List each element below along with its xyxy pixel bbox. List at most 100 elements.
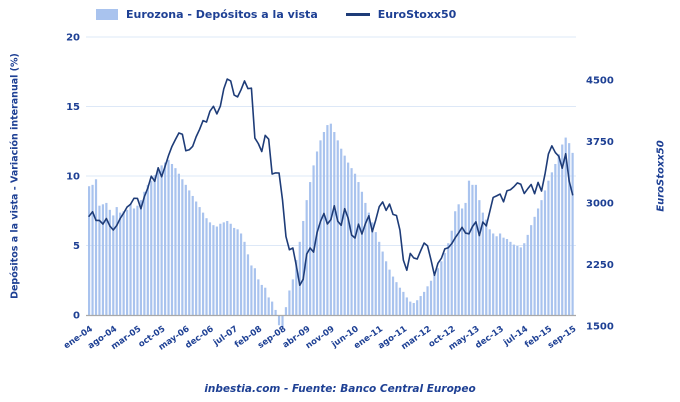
- deposit-bar: [426, 286, 429, 316]
- deposit-bar: [550, 172, 553, 316]
- deposit-bar: [412, 302, 415, 316]
- deposit-bar: [201, 212, 205, 316]
- deposit-bar: [419, 296, 422, 316]
- deposit-bar: [530, 225, 533, 316]
- deposit-bar: [88, 186, 91, 316]
- deposit-bar: [333, 132, 336, 316]
- left-axis-tick-label: 10: [66, 172, 80, 183]
- deposit-bar: [122, 211, 125, 316]
- deposit-bar: [260, 284, 263, 316]
- deposit-bar: [498, 233, 502, 316]
- deposit-bar: [543, 190, 547, 316]
- source-footer: inbestia.com - Fuente: Banco Central Eur…: [204, 383, 476, 395]
- deposit-bar: [540, 200, 543, 316]
- deposit-bar: [536, 208, 540, 316]
- deposit-bar: [409, 301, 412, 316]
- right-axis-title: EuroStoxx50: [655, 140, 667, 212]
- deposit-bar: [125, 209, 129, 316]
- deposit-bar: [160, 165, 163, 316]
- deposit-bar: [385, 261, 388, 316]
- deposit-bar: [523, 243, 526, 316]
- deposit-bar: [243, 241, 246, 316]
- deposit-bar: [229, 223, 232, 316]
- left-axis-tick-label: 15: [66, 102, 80, 113]
- deposit-bar: [512, 244, 515, 316]
- right-axis-tick-label: 3000: [586, 199, 614, 210]
- right-axis-tick-label: 2250: [586, 260, 614, 271]
- deposit-bar: [450, 230, 453, 316]
- deposit-bar: [561, 144, 564, 316]
- deposit-bar: [136, 205, 139, 316]
- deposit-bar: [554, 163, 557, 316]
- deposit-bar: [108, 209, 111, 316]
- deposit-bar: [274, 309, 277, 316]
- deposit-bar: [319, 140, 322, 316]
- right-axis-tick-label: 3750: [586, 137, 614, 148]
- deposit-bar: [150, 180, 153, 316]
- deposit-bar: [246, 254, 250, 316]
- deposit-bar: [288, 290, 291, 316]
- chart-legend: Eurozona - Depósitos a la vista EuroStox…: [96, 8, 456, 21]
- deposit-bar: [492, 233, 495, 316]
- deposit-bar: [284, 307, 288, 316]
- deposit-bar: [177, 173, 180, 316]
- deposit-bar: [371, 222, 374, 316]
- deposit-bar: [143, 191, 146, 316]
- deposit-bar: [443, 252, 446, 316]
- deposit-bar: [350, 168, 353, 316]
- deposit-bar: [357, 182, 360, 316]
- deposit-bar: [257, 279, 260, 316]
- deposit-bar: [239, 233, 243, 316]
- deposit-bar: [347, 162, 350, 316]
- legend-label-deposits: Eurozona - Depósitos a la vista: [126, 8, 318, 21]
- deposit-bar: [195, 201, 198, 316]
- line-series-swatch: [345, 13, 370, 16]
- deposit-bar: [281, 315, 284, 329]
- deposit-bar: [557, 154, 560, 316]
- deposit-bar: [267, 297, 270, 316]
- deposit-bar: [433, 275, 436, 316]
- deposit-bar: [516, 246, 519, 316]
- deposit-bar: [509, 241, 512, 316]
- deposit-bar: [374, 232, 377, 316]
- deposit-bar: [277, 315, 281, 326]
- deposit-bar: [505, 239, 509, 316]
- deposit-bar: [312, 165, 315, 316]
- deposit-bar: [364, 202, 367, 316]
- deposit-bar: [471, 184, 474, 316]
- deposit-bar: [295, 259, 298, 316]
- deposit-bar: [460, 208, 464, 316]
- deposit-bar: [502, 237, 505, 316]
- deposit-bar: [423, 291, 426, 316]
- deposit-bar: [170, 163, 174, 316]
- deposit-bar: [233, 227, 236, 316]
- deposit-bar: [440, 261, 443, 316]
- deposit-bar: [132, 208, 136, 316]
- deposit-bar: [129, 204, 132, 316]
- deposit-bar: [353, 173, 357, 316]
- deposit-bar: [416, 300, 419, 316]
- deposit-bar: [464, 202, 467, 316]
- deposit-bar: [153, 175, 156, 316]
- right-axis-tick-label: 1500: [586, 322, 614, 333]
- deposit-bar: [184, 184, 187, 316]
- deposit-bar: [91, 184, 94, 316]
- deposit-bar: [533, 216, 536, 316]
- deposit-bar: [198, 207, 201, 316]
- left-axis-title: Depósitos a la vista - Variación interan…: [9, 53, 21, 299]
- deposit-bar: [336, 140, 339, 316]
- deposit-bar: [298, 241, 301, 316]
- deposit-bar: [174, 168, 177, 316]
- deposit-bar: [564, 137, 567, 316]
- deposit-bar: [526, 234, 529, 316]
- deposit-bar: [326, 125, 329, 316]
- deposit-bar: [360, 191, 364, 316]
- deposit-bar: [488, 229, 491, 316]
- eurostoxx-line: [88, 78, 574, 287]
- legend-item-eurostoxx: EuroStoxx50: [345, 8, 456, 21]
- deposit-bar: [157, 170, 160, 316]
- deposit-bar: [167, 159, 170, 316]
- left-axis-tick-label: 5: [73, 241, 80, 252]
- deposit-bar: [398, 287, 402, 316]
